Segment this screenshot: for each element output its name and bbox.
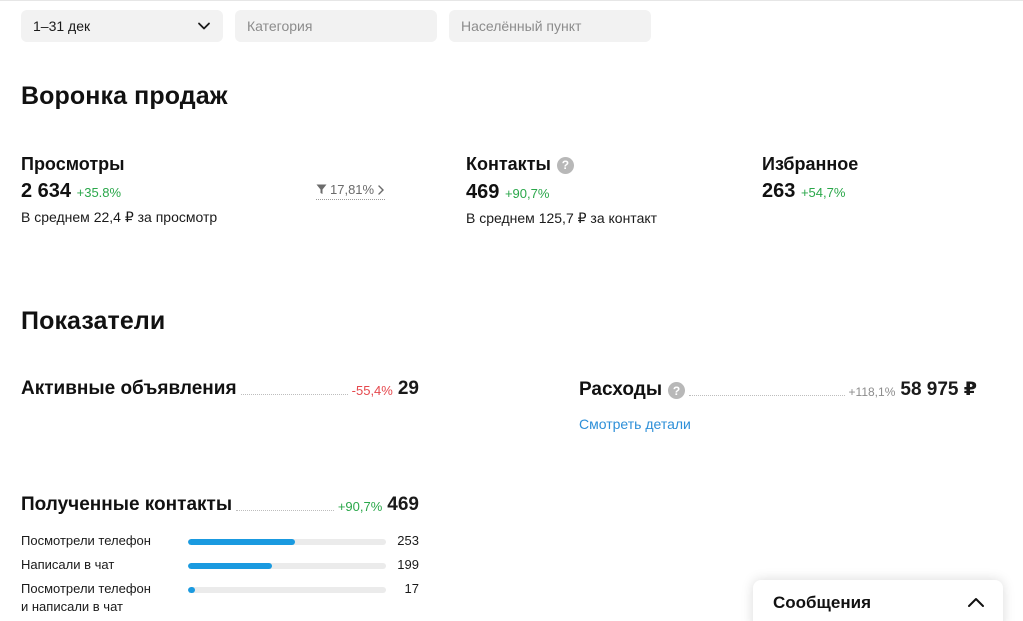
breakdown-label-line2: и написали в чат (21, 599, 123, 614)
received-contacts-value: 469 (387, 494, 419, 515)
contacts-avg: В среднем 125,7 ₽ за контакт (466, 210, 658, 226)
breakdown-value: 253 (397, 533, 419, 548)
received-contacts-row: Полученные контакты +90,7% 469 (21, 494, 419, 516)
category-placeholder: Категория (247, 18, 313, 34)
period-select[interactable]: 1–31 дек (21, 10, 223, 42)
views-label: Просмотры (21, 154, 125, 174)
dotted-leader (689, 395, 845, 396)
received-contacts-delta: +90,7% (337, 499, 383, 514)
chevron-up-icon[interactable] (967, 596, 985, 608)
location-placeholder: Населённый пункт (461, 18, 582, 34)
favorites-label: Избранное (762, 154, 859, 174)
contacts-delta: +90,7% (504, 186, 550, 201)
category-input[interactable]: Категория (235, 10, 437, 42)
messages-title: Сообщения (773, 593, 871, 612)
messages-panel[interactable]: Сообщения (753, 580, 1003, 621)
breakdown-value: 199 (397, 557, 419, 572)
help-icon[interactable]: ? (556, 156, 574, 174)
period-value: 1–31 дек (33, 18, 91, 34)
expenses-value: 58 975 ₽ (900, 379, 977, 400)
favorites-delta: +54,7% (800, 185, 846, 200)
views-value-line: 2 634 +35.8% (21, 180, 121, 203)
active-ads-delta: -55,4% (351, 383, 393, 398)
contacts-label: Контакты (466, 154, 551, 174)
contact-breakdown-row: Написали в чат 199 (21, 556, 419, 574)
received-contacts-label: Полученные контакты (21, 494, 233, 515)
breakdown-label-line1: Посмотрели телефон (21, 581, 151, 596)
views-avg: В среднем 22,4 ₽ за просмотр (21, 209, 218, 225)
breakdown-label: Посмотрели телефон и написали в чат (21, 580, 151, 616)
expenses-row: Расходы ? +118,1% 58 975 ₽ (579, 378, 977, 401)
active-ads-value: 29 (397, 378, 419, 399)
chevron-down-icon (198, 22, 210, 30)
contacts-value: 469 (466, 181, 500, 203)
dotted-leader (236, 510, 334, 511)
active-ads-label: Активные объявления (21, 378, 237, 399)
funnel-title: Воронка продаж (21, 82, 228, 110)
favorites-value-line: 263 +54,7% (762, 180, 845, 203)
progress-track (188, 539, 386, 545)
conversion-value: 17,81% (330, 182, 375, 197)
expenses-label: Расходы (579, 379, 663, 400)
breakdown-value: 17 (404, 581, 419, 596)
contact-breakdown-row: Посмотрели телефон 253 (21, 532, 419, 550)
views-value: 2 634 (21, 180, 72, 202)
breakdown-label: Написали в чат (21, 557, 115, 572)
contacts-value-line: 469 +90,7% (466, 181, 549, 204)
breakdown-label: Посмотрели телефон (21, 533, 151, 548)
expenses-details-link[interactable]: Смотреть детали (579, 416, 691, 432)
progress-fill (188, 539, 295, 545)
chevron-right-icon (378, 184, 385, 195)
active-ads-row: Активные объявления -55,4% 29 (21, 378, 419, 400)
metrics-title: Показатели (21, 307, 166, 335)
funnel-icon (316, 184, 327, 194)
contacts-label-line: Контакты? (466, 154, 574, 175)
help-icon[interactable]: ? (668, 382, 686, 399)
location-input[interactable]: Населённый пункт (449, 10, 651, 42)
top-divider (0, 0, 1023, 1)
contact-breakdown-row: Посмотрели телефон и написали в чат 17 (21, 580, 419, 616)
progress-fill (188, 563, 273, 569)
progress-fill (188, 587, 195, 593)
dotted-leader (240, 394, 348, 395)
expenses-delta: +118,1% (848, 385, 896, 399)
progress-track (188, 587, 386, 593)
progress-track (188, 563, 386, 569)
favorites-value: 263 (762, 180, 796, 202)
views-conversion[interactable]: 17,81% (316, 182, 386, 200)
views-delta: +35.8% (76, 185, 122, 200)
